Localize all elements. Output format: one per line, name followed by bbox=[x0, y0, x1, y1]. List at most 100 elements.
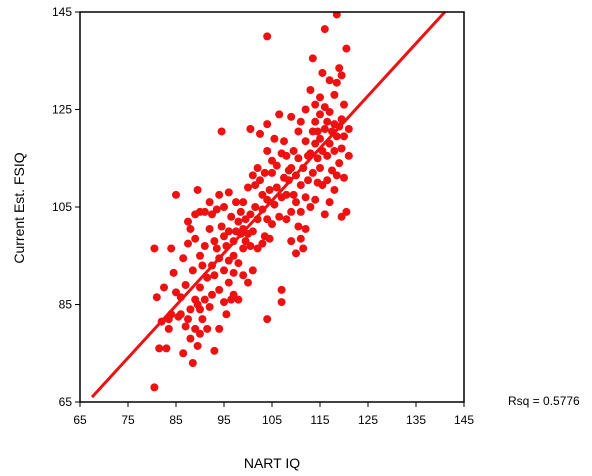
data-point bbox=[287, 207, 296, 216]
y-tick-label: 125 bbox=[52, 103, 72, 117]
data-point bbox=[217, 127, 226, 136]
data-point bbox=[234, 217, 243, 226]
data-point bbox=[220, 232, 228, 241]
data-point bbox=[330, 185, 339, 194]
data-point bbox=[294, 127, 303, 136]
x-tick-label: 65 bbox=[73, 413, 87, 427]
data-point bbox=[205, 198, 214, 207]
y-tick-label: 105 bbox=[52, 200, 72, 214]
data-point bbox=[224, 227, 233, 236]
data-point bbox=[200, 295, 209, 304]
data-point bbox=[179, 254, 188, 263]
data-point bbox=[188, 266, 197, 275]
data-point bbox=[224, 188, 233, 197]
data-point bbox=[268, 220, 276, 229]
data-point bbox=[184, 217, 192, 226]
data-point bbox=[210, 271, 219, 280]
data-point bbox=[210, 346, 219, 355]
data-point bbox=[200, 242, 209, 250]
data-point bbox=[275, 212, 284, 221]
data-point bbox=[205, 224, 214, 233]
data-point bbox=[232, 198, 240, 207]
data-point bbox=[265, 234, 274, 243]
data-point bbox=[246, 210, 255, 219]
data-point bbox=[316, 93, 324, 102]
data-point bbox=[239, 244, 248, 253]
data-point bbox=[215, 324, 224, 333]
data-point bbox=[258, 190, 267, 199]
data-point bbox=[282, 190, 291, 199]
data-point bbox=[311, 117, 320, 126]
data-point bbox=[263, 146, 272, 155]
data-point bbox=[263, 120, 272, 129]
data-point bbox=[196, 305, 204, 314]
data-point bbox=[258, 239, 267, 248]
data-point bbox=[289, 146, 298, 155]
data-point bbox=[198, 315, 207, 324]
data-point bbox=[241, 237, 250, 246]
data-point bbox=[316, 134, 324, 143]
data-point bbox=[239, 198, 248, 207]
data-point bbox=[323, 176, 332, 185]
rsq-annotation: Rsq = 0.5776 bbox=[508, 394, 580, 408]
data-point bbox=[337, 144, 346, 153]
data-point bbox=[186, 334, 195, 343]
data-point bbox=[164, 324, 173, 333]
data-point bbox=[169, 268, 178, 277]
data-point bbox=[212, 244, 221, 253]
regression-line bbox=[90, 12, 446, 399]
data-point bbox=[246, 242, 255, 250]
data-point bbox=[220, 298, 228, 307]
data-point bbox=[340, 132, 348, 141]
data-point bbox=[241, 215, 250, 224]
data-point bbox=[188, 359, 197, 367]
data-point bbox=[253, 244, 262, 253]
data-point bbox=[306, 203, 315, 211]
data-point bbox=[193, 341, 202, 350]
data-point bbox=[340, 100, 348, 109]
data-point bbox=[184, 315, 192, 324]
data-point bbox=[162, 344, 171, 353]
data-point bbox=[203, 324, 212, 333]
data-point bbox=[296, 181, 305, 190]
data-point bbox=[287, 164, 296, 172]
data-point bbox=[337, 71, 346, 80]
data-point bbox=[311, 100, 320, 109]
data-point bbox=[256, 176, 264, 185]
data-point bbox=[200, 207, 209, 216]
x-tick-label: 75 bbox=[121, 413, 135, 427]
data-point bbox=[332, 78, 341, 87]
data-point bbox=[320, 103, 329, 112]
y-axis-label: Current Est. FSIQ bbox=[11, 152, 27, 263]
data-point bbox=[152, 293, 161, 302]
data-point bbox=[220, 203, 228, 211]
data-point bbox=[330, 90, 339, 99]
data-point bbox=[220, 266, 228, 275]
data-point bbox=[251, 203, 260, 211]
data-point bbox=[215, 190, 224, 199]
data-point bbox=[332, 132, 341, 141]
data-point bbox=[248, 266, 257, 275]
data-point bbox=[318, 68, 327, 77]
data-point bbox=[308, 168, 317, 177]
data-point bbox=[181, 281, 190, 289]
axes-layer: 65 75 85 95 105 115 125 135 145 65 85 105 125 145 bbox=[52, 5, 474, 427]
data-point bbox=[253, 164, 262, 172]
data-point bbox=[337, 212, 346, 221]
data-point bbox=[301, 137, 310, 146]
data-point bbox=[263, 215, 272, 224]
data-point bbox=[268, 168, 276, 177]
data-point bbox=[248, 227, 257, 236]
data-point bbox=[342, 207, 351, 216]
data-point bbox=[277, 298, 286, 307]
data-point bbox=[296, 117, 305, 126]
data-point bbox=[282, 215, 291, 224]
data-point bbox=[344, 151, 353, 160]
x-tick-label: 85 bbox=[169, 413, 183, 427]
data-point bbox=[229, 290, 238, 299]
data-point bbox=[236, 207, 245, 216]
data-point bbox=[323, 117, 332, 126]
data-point bbox=[227, 212, 236, 221]
data-point bbox=[320, 25, 329, 34]
data-point bbox=[234, 295, 243, 304]
